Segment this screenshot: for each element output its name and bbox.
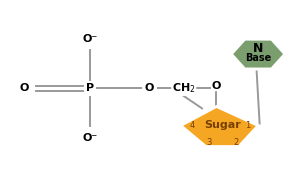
Text: O⁻: O⁻ (82, 133, 97, 143)
Polygon shape (231, 39, 285, 69)
Text: O: O (212, 80, 221, 90)
Text: P: P (86, 83, 94, 93)
Text: Sugar: Sugar (204, 120, 241, 130)
Text: N: N (253, 42, 263, 55)
Text: O: O (20, 83, 29, 93)
Text: Base: Base (245, 53, 271, 63)
Text: O: O (145, 83, 154, 93)
Text: O⁻: O⁻ (82, 34, 97, 44)
Text: 4: 4 (190, 121, 195, 130)
Text: 1: 1 (245, 121, 250, 130)
Polygon shape (181, 107, 258, 146)
Text: 3: 3 (206, 138, 212, 147)
Text: CH$_2$: CH$_2$ (172, 81, 196, 95)
Text: 2: 2 (233, 138, 238, 147)
